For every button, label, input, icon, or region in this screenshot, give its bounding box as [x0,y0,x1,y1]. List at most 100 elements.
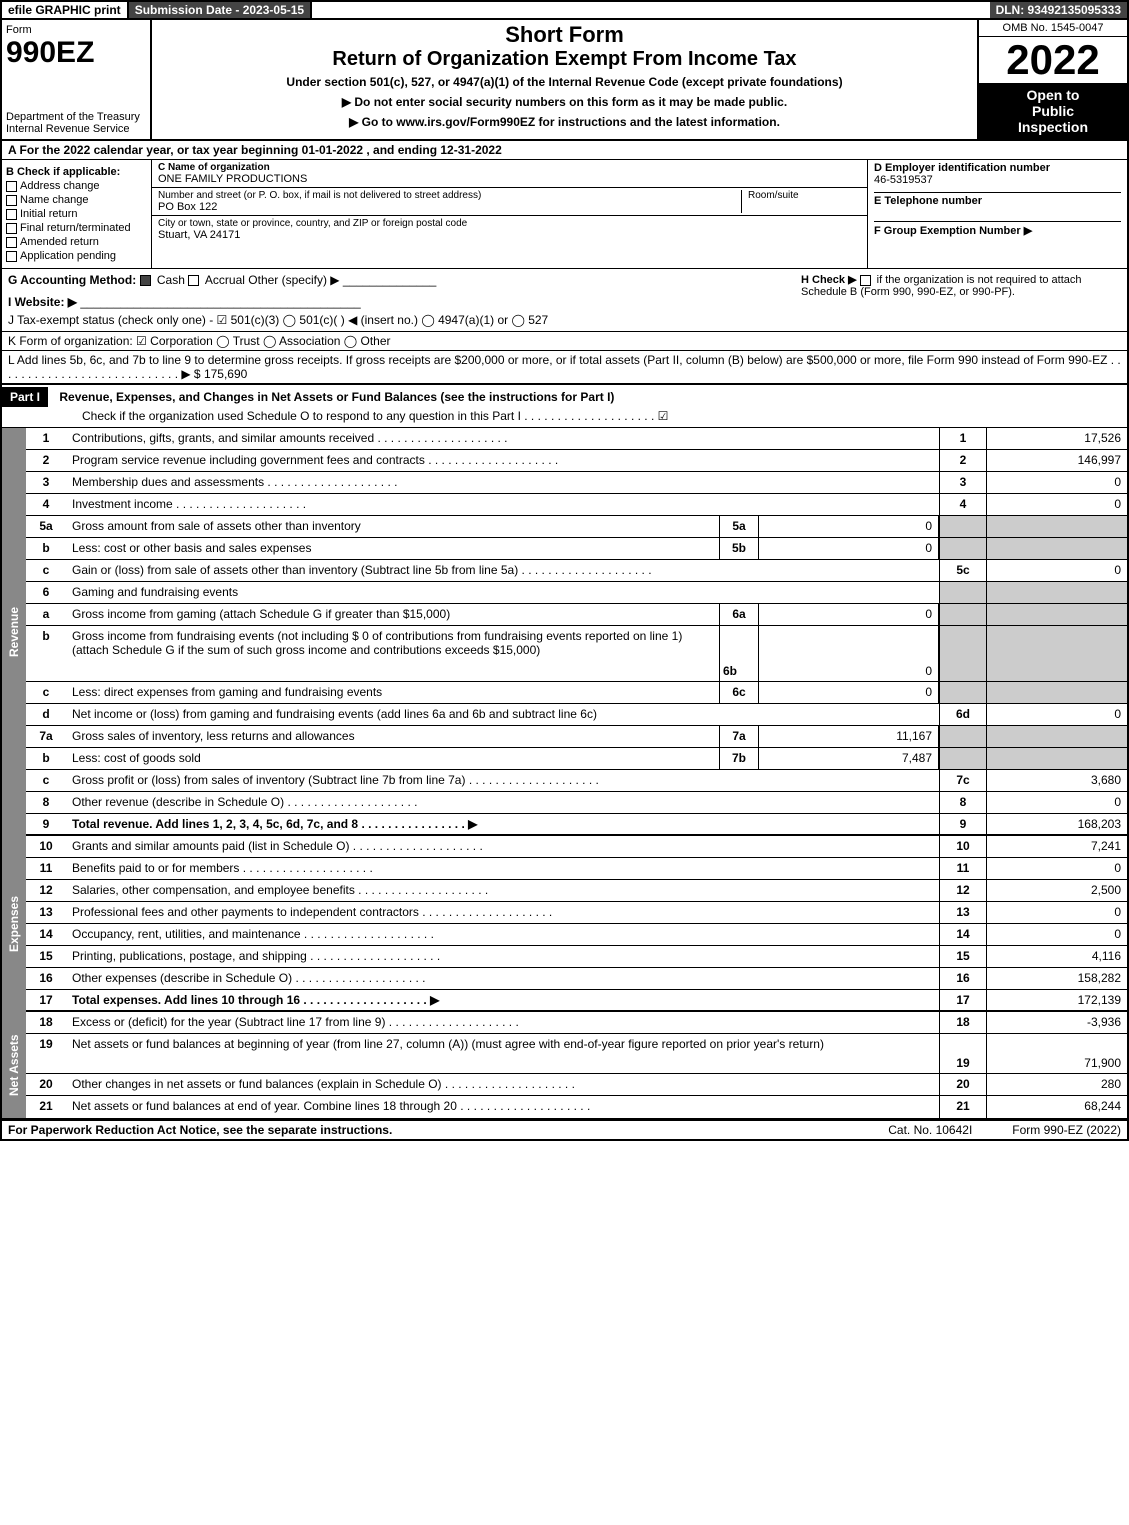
line-l: L Add lines 5b, 6c, and 7b to line 9 to … [0,351,1129,385]
cash-checkbox[interactable] [140,275,151,286]
line-11: 11Benefits paid to or for members110 [26,858,1127,880]
line-6d: dNet income or (loss) from gaming and fu… [26,704,1127,726]
submission-date: Submission Date - 2023-05-15 [129,2,312,18]
line-21: 21Net assets or fund balances at end of … [26,1096,1127,1118]
efile-label[interactable]: efile GRAPHIC print [2,2,129,18]
line-2: 2Program service revenue including gover… [26,450,1127,472]
instruction-2[interactable]: ▶ Go to www.irs.gov/Form990EZ for instru… [160,115,969,129]
org-name: ONE FAMILY PRODUCTIONS [158,173,861,185]
b-label: B Check if applicable: [6,166,147,178]
line-6c: cLess: direct expenses from gaming and f… [26,682,1127,704]
part1-title: Revenue, Expenses, and Changes in Net As… [59,390,614,404]
c-city-label: City or town, state or province, country… [158,218,467,229]
line-9: 9Total revenue. Add lines 1, 2, 3, 4, 5c… [26,814,1127,836]
line-5b: bLess: cost or other basis and sales exp… [26,538,1127,560]
line-15: 15Printing, publications, postage, and s… [26,946,1127,968]
part1-badge: Part I [2,387,48,407]
line-5c: cGain or (loss) from sale of assets othe… [26,560,1127,582]
inspection-l2: Public [983,103,1123,119]
top-bar: efile GRAPHIC print Submission Date - 20… [0,0,1129,20]
netassets-section: Net Assets 18Excess or (deficit) for the… [0,1012,1129,1120]
netassets-side-label: Net Assets [2,1012,26,1118]
line-6b: bGross income from fundraising events (n… [26,626,1127,682]
line-6: 6Gaming and fundraising events [26,582,1127,604]
omb-number: OMB No. 1545-0047 [979,20,1127,37]
c-city-row: City or town, state or province, country… [152,216,867,243]
inspection-badge: Open to Public Inspection [979,83,1127,139]
footer-mid: Cat. No. 10642I [888,1123,972,1137]
form-number-box: Form 990EZ Department of the Treasury In… [2,20,152,139]
main-title: Return of Organization Exempt From Incom… [160,48,969,71]
form-header: Form 990EZ Department of the Treasury In… [0,20,1129,141]
line-18: 18Excess or (deficit) for the year (Subt… [26,1012,1127,1034]
h-box: H Check ▶ if the organization is not req… [801,273,1121,327]
form-number: 990EZ [6,36,146,70]
c-street-label: Number and street (or P. O. box, if mail… [158,190,741,201]
b-opt-2[interactable]: Initial return [6,208,147,220]
line-13: 13Professional fees and other payments t… [26,902,1127,924]
tax-year: 2022 [979,37,1127,83]
col-c: C Name of organization ONE FAMILY PRODUC… [152,160,867,268]
k-row: K Form of organization: ☑ Corporation ◯ … [0,332,1129,351]
row-g-h: G Accounting Method: Cash Accrual Other … [0,269,1129,332]
form-word: Form [6,24,146,36]
ein-value: 46-5319537 [874,174,1121,186]
org-street: PO Box 122 [158,201,741,213]
part1-check-line: Check if the organization used Schedule … [2,407,1127,425]
line-8: 8Other revenue (describe in Schedule O)8… [26,792,1127,814]
line-16: 16Other expenses (describe in Schedule O… [26,968,1127,990]
subtitle: Under section 501(c), 527, or 4947(a)(1)… [160,75,969,89]
g-label: G Accounting Method: [8,273,136,287]
b-opt-0[interactable]: Address change [6,180,147,192]
part1-header-row: Part I Revenue, Expenses, and Changes in… [0,385,1129,428]
inspection-l1: Open to [983,87,1123,103]
footer-right: Form 990-EZ (2022) [1012,1123,1121,1137]
h-label: H Check ▶ [801,274,857,286]
page-footer: For Paperwork Reduction Act Notice, see … [0,1120,1129,1141]
line-14: 14Occupancy, rent, utilities, and mainte… [26,924,1127,946]
i-label: I Website: ▶ [8,295,77,309]
j-line: J Tax-exempt status (check only one) - ☑… [8,313,801,327]
line-12: 12Salaries, other compensation, and empl… [26,880,1127,902]
b-opt-4[interactable]: Amended return [6,236,147,248]
col-b: B Check if applicable: Address change Na… [2,160,152,268]
c-name-label: C Name of organization [158,162,861,173]
title-box: Short Form Return of Organization Exempt… [152,20,977,139]
accrual-checkbox[interactable] [188,275,199,286]
b-opt-1[interactable]: Name change [6,194,147,206]
line-5a: 5aGross amount from sale of assets other… [26,516,1127,538]
revenue-side-label: Revenue [2,428,26,836]
line-1: 1Contributions, gifts, grants, and simil… [26,428,1127,450]
line-a: A For the 2022 calendar year, or tax yea… [0,141,1129,160]
revenue-section: Revenue 1Contributions, gifts, grants, a… [0,428,1129,836]
line-3: 3Membership dues and assessments30 [26,472,1127,494]
b-opt-5[interactable]: Application pending [6,250,147,262]
line-17: 17Total expenses. Add lines 10 through 1… [26,990,1127,1012]
ein-label: D Employer identification number [874,162,1121,174]
expenses-section: Expenses 10Grants and similar amounts pa… [0,836,1129,1012]
expenses-side-label: Expenses [2,836,26,1012]
tel-label: E Telephone number [874,192,1121,207]
department: Department of the Treasury Internal Reve… [6,111,146,135]
tel-value [874,207,1121,221]
line-7c: cGross profit or (loss) from sales of in… [26,770,1127,792]
short-form-label: Short Form [160,22,969,48]
line-6a: aGross income from gaming (attach Schedu… [26,604,1127,626]
right-header-box: OMB No. 1545-0047 2022 Open to Public In… [977,20,1127,139]
footer-left: For Paperwork Reduction Act Notice, see … [8,1123,848,1137]
h-checkbox[interactable] [860,275,871,286]
line-7b: bLess: cost of goods sold7b7,487 [26,748,1127,770]
inspection-l3: Inspection [983,119,1123,135]
line-20: 20Other changes in net assets or fund ba… [26,1074,1127,1096]
col-d: D Employer identification number 46-5319… [867,160,1127,268]
line-7a: 7aGross sales of inventory, less returns… [26,726,1127,748]
f-label: F Group Exemption Number ▶ [874,221,1121,237]
b-opt-3[interactable]: Final return/terminated [6,222,147,234]
g-box: G Accounting Method: Cash Accrual Other … [8,273,801,327]
instruction-1: ▶ Do not enter social security numbers o… [160,95,969,109]
line-19: 19Net assets or fund balances at beginni… [26,1034,1127,1074]
line-4: 4Investment income40 [26,494,1127,516]
c-name-row: C Name of organization ONE FAMILY PRODUC… [152,160,867,188]
org-city: Stuart, VA 24171 [158,229,467,241]
c-street-row: Number and street (or P. O. box, if mail… [152,188,867,216]
